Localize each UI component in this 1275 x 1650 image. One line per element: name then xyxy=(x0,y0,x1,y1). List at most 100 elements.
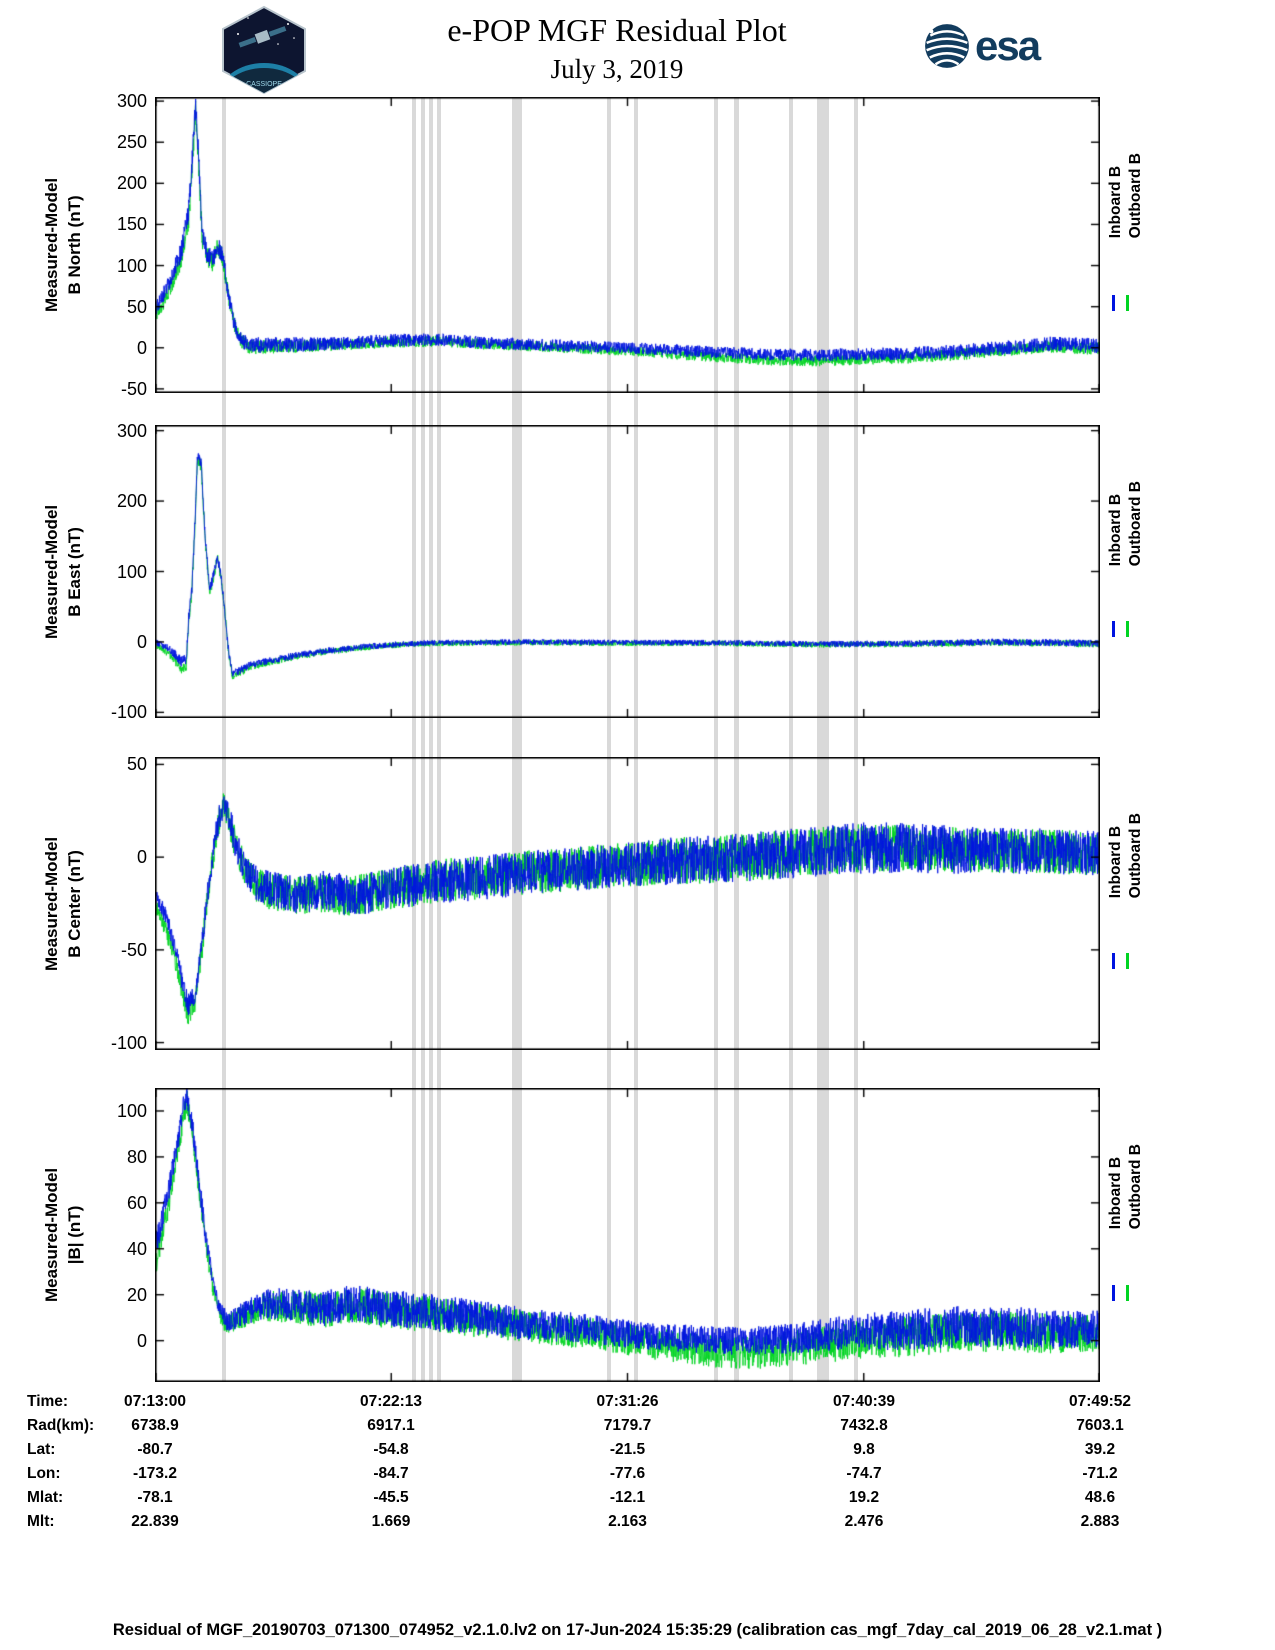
y-tick-labels: 100 80 60 40 20 0 xyxy=(93,1088,147,1382)
y-axis-label-line1: Measured-Model xyxy=(42,177,62,313)
data-gap-band xyxy=(222,97,227,1382)
ephemeris-table: Time: 07:13:00 07:22:13 07:31:26 07:40:39 07:… xyxy=(0,1393,1275,1537)
residual-plot-canvas-b-north xyxy=(155,97,1100,393)
table-row-label: Lon: xyxy=(27,1465,61,1482)
y-tick-label: 50 xyxy=(126,296,147,317)
table-row: Rad(km): 6738.9 6917.1 7179.7 7432.8 7603.1 xyxy=(0,1417,1275,1441)
table-cell: 2.476 xyxy=(844,1513,884,1530)
legend-inboard-label: Inboard B xyxy=(1107,1156,1124,1230)
legend-outboard-label: Outboard B xyxy=(1127,480,1145,566)
table-cell: 6917.1 xyxy=(367,1417,415,1434)
residual-plot-canvas-b-magnitude xyxy=(155,1088,1100,1382)
inboard-line-sample xyxy=(1112,295,1115,312)
y-axis-label-line1: Measured-Model xyxy=(42,504,62,639)
table-cell: -74.7 xyxy=(846,1465,882,1482)
y-tick-label: 150 xyxy=(116,214,147,235)
y-axis-label-b-east: Measured-Model B East (nT) xyxy=(26,425,102,718)
table-cell: -54.8 xyxy=(373,1441,409,1458)
y-tick-label: 300 xyxy=(116,91,147,112)
table-cell: 07:31:26 xyxy=(596,1393,659,1410)
y-tick-labels: 300 250 200 150 100 50 0 -50 xyxy=(93,91,147,399)
legend-b-north: Inboard B Outboard B xyxy=(1103,97,1169,393)
table-row: Lat: -80.7 -54.8 -21.5 9.8 39.2 xyxy=(0,1441,1275,1465)
y-tick-label: 0 xyxy=(136,337,147,358)
legend-b-east: Inboard B Outboard B xyxy=(1103,425,1169,718)
residual-plot-canvas-b-center xyxy=(155,757,1100,1050)
data-gap-band xyxy=(512,97,522,1382)
table-cell: -80.7 xyxy=(137,1441,173,1458)
table-row: Lon: -173.2 -84.7 -77.6 -74.7 -71.2 xyxy=(0,1465,1275,1489)
data-gap-band xyxy=(634,97,639,1382)
y-tick-label: 0 xyxy=(136,1330,147,1351)
table-row-label: Mlat: xyxy=(27,1489,64,1506)
table-cell: -78.1 xyxy=(137,1489,173,1506)
legend-outboard-label: Outboard B xyxy=(1127,153,1145,239)
y-axis-label-line2: B North (nT) xyxy=(65,195,85,295)
table-cell: 9.8 xyxy=(853,1441,875,1458)
y-tick-label: 100 xyxy=(116,561,147,582)
svg-text:CASSIOPE: CASSIOPE xyxy=(246,81,282,88)
y-axis-label-b-center: Measured-Model B Center (nT) xyxy=(26,757,102,1050)
table-cell: 22.839 xyxy=(131,1513,179,1530)
inboard-line-sample xyxy=(1112,953,1115,970)
data-gap-band xyxy=(429,97,433,1382)
table-row-label: Lat: xyxy=(27,1441,56,1458)
table-cell: -12.1 xyxy=(609,1489,646,1506)
y-tick-label: 20 xyxy=(126,1284,147,1305)
table-row: Mlt: 22.839 1.669 2.163 2.476 2.883 xyxy=(0,1513,1275,1537)
outboard-line-sample xyxy=(1126,953,1129,970)
y-tick-label: 40 xyxy=(126,1238,147,1259)
inboard-line-sample xyxy=(1112,1284,1115,1301)
legend-outboard-label: Outboard B xyxy=(1127,812,1145,898)
y-tick-label: 200 xyxy=(116,173,147,194)
table-cell: 19.2 xyxy=(848,1489,880,1506)
data-gap-band xyxy=(816,97,829,1382)
chart-subtitle: July 3, 2019 xyxy=(550,54,684,84)
table-row: Mlat: -78.1 -45.5 -12.1 19.2 48.6 xyxy=(0,1489,1275,1513)
y-tick-label: -50 xyxy=(120,939,147,960)
inboard-line-sample xyxy=(1112,621,1115,638)
data-gap-band xyxy=(412,97,416,1382)
table-cell: 07:40:39 xyxy=(832,1393,896,1410)
y-tick-label: -50 xyxy=(120,378,147,399)
table-cell: 7179.7 xyxy=(603,1417,652,1434)
table-cell: 39.2 xyxy=(1084,1441,1116,1458)
y-tick-label: 60 xyxy=(126,1192,147,1213)
y-axis-label-line2: B Center (nT) xyxy=(65,849,85,958)
data-gap-band xyxy=(734,97,739,1382)
y-tick-labels: 300 200 100 0 -100 xyxy=(93,421,147,723)
table-row-label: Mlt: xyxy=(27,1513,55,1530)
panel-b-north: Measured-Model B North (nT) 300 250 200 150… xyxy=(0,91,1275,399)
title-block: e-POP MGF Residual Plot July 3, 2019 xyxy=(337,12,897,85)
data-gap-band xyxy=(420,97,425,1382)
legend-outboard-label: Outboard B xyxy=(1127,1143,1145,1230)
esa-globe-icon xyxy=(925,24,969,68)
footer-text: Residual of MGF_20190703_071300_074952_v… xyxy=(112,1621,1163,1639)
y-tick-label: 200 xyxy=(116,491,147,512)
cassiope-mission-patch: CASSIOPE xyxy=(218,4,310,101)
panel-b-magnitude: Measured-Model |B| (nT) 100 80 60 40 20 0 Inb… xyxy=(0,1088,1275,1382)
y-tick-label: -100 xyxy=(110,702,147,723)
y-tick-label: 300 xyxy=(116,420,147,441)
panel-b-center: Measured-Model B Center (nT) 50 0 -50 -100 … xyxy=(0,754,1275,1053)
data-gap-band xyxy=(789,97,794,1382)
outboard-line-sample xyxy=(1126,1284,1129,1301)
table-cell: 07:13:00 xyxy=(123,1393,187,1410)
y-axis-label-line1: Measured-Model xyxy=(42,1167,62,1303)
table-cell: 2.163 xyxy=(608,1513,647,1530)
table-cell: -173.2 xyxy=(133,1465,177,1482)
data-gap-band xyxy=(436,97,441,1382)
table-cell: 48.6 xyxy=(1084,1489,1116,1506)
data-gap-band xyxy=(854,97,859,1382)
y-axis-label-line2: |B| (nT) xyxy=(65,1205,85,1265)
table-row: Time: 07:13:00 07:22:13 07:31:26 07:40:39 07:… xyxy=(0,1393,1275,1417)
y-tick-label: 0 xyxy=(136,847,147,868)
y-axis-label-b-magnitude: Measured-Model |B| (nT) xyxy=(26,1088,102,1382)
y-tick-label: 80 xyxy=(126,1146,147,1167)
y-tick-labels: 50 0 -50 -100 xyxy=(93,754,147,1053)
esa-wordmark: esa xyxy=(975,22,1041,69)
table-row-label: Rad(km): xyxy=(27,1417,95,1434)
table-cell: -84.7 xyxy=(373,1465,409,1482)
y-tick-label: -100 xyxy=(110,1032,147,1053)
